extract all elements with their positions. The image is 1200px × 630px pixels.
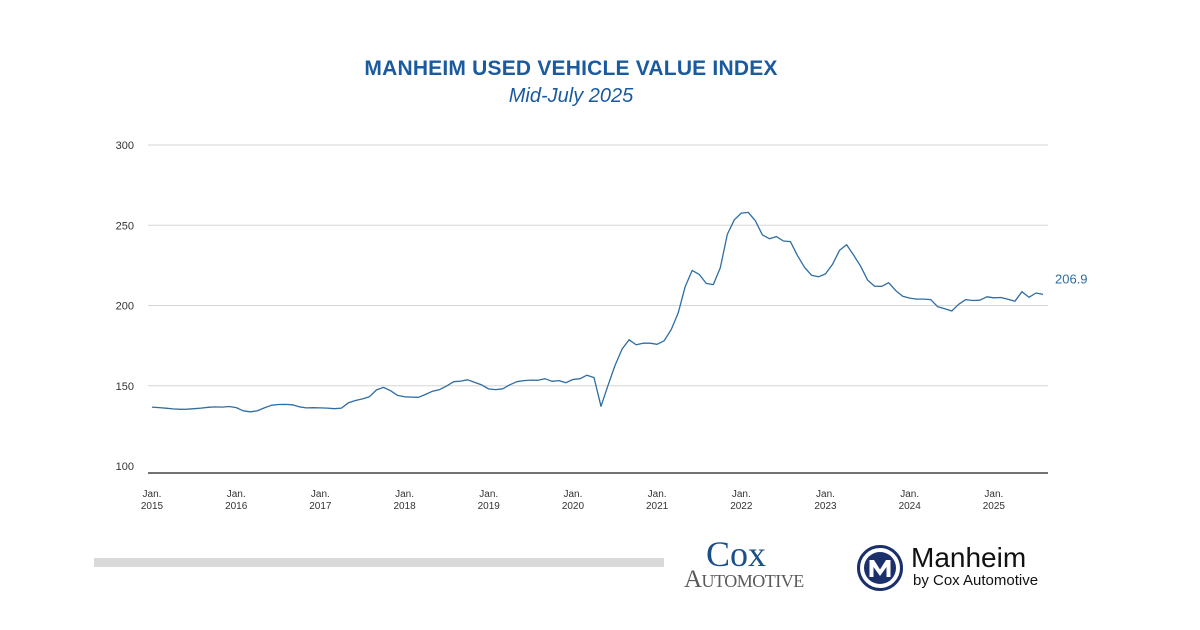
x-tick-label-month: Jan. (311, 489, 330, 500)
x-tick-label-month: Jan. (143, 489, 162, 500)
x-tick-labels: Jan.2015Jan.2016Jan.2017Jan.2018Jan.2019… (141, 489, 1006, 512)
cox-automotive-logo: Cox Automotive (684, 536, 844, 596)
x-tick-label-month: Jan. (816, 489, 835, 500)
x-tick-label-month: Jan. (227, 489, 246, 500)
x-tick-label-year: 2024 (899, 501, 922, 512)
x-tick-label-year: 2015 (141, 501, 164, 512)
x-tick-label-year: 2020 (562, 501, 585, 512)
x-tick-label-month: Jan. (900, 489, 919, 500)
x-tick-label-year: 2021 (646, 501, 669, 512)
series-line (151, 211, 1044, 413)
x-tick-label-year: 2017 (309, 501, 332, 512)
x-tick-label-year: 2025 (983, 501, 1006, 512)
x-tick-label-month: Jan. (479, 489, 498, 500)
x-tick-label-month: Jan. (563, 489, 582, 500)
x-tick-label-month: Jan. (395, 489, 414, 500)
x-tick-label-year: 2016 (225, 501, 248, 512)
x-tick-label-month: Jan. (648, 489, 667, 500)
chart-title: MANHEIM USED VEHICLE VALUE INDEX (364, 57, 778, 80)
x-tick-label-year: 2022 (730, 501, 753, 512)
manheim-wordmark: Manheim (911, 542, 1027, 573)
y-tick-label-150: 150 (116, 381, 134, 393)
footer-divider (94, 558, 664, 567)
x-tick-label-year: 2018 (393, 501, 416, 512)
y-tick-label-300: 300 (116, 140, 134, 152)
cox-logo-text: Cox (706, 534, 767, 574)
y-tick-label-250: 250 (116, 220, 134, 232)
manheim-m-icon (857, 545, 903, 591)
y-tick-label-200: 200 (116, 301, 134, 313)
end-value-label: 206.9 (1055, 271, 1088, 286)
x-tick-label-year: 2023 (814, 501, 837, 512)
series (151, 211, 1044, 413)
manheim-tagline: by Cox Automotive (913, 572, 1039, 589)
y-tick-labels: 100 150 200 250 300 (116, 140, 134, 473)
cox-logo-subtext: Automotive (684, 566, 804, 593)
gridlines (148, 144, 1048, 474)
x-tick-label-month: Jan. (732, 489, 751, 500)
manheim-logo: Manheim by Cox Automotive (857, 543, 1057, 593)
y-tick-label-100: 100 (116, 461, 134, 473)
x-tick-label-year: 2019 (478, 501, 501, 512)
data-labels: 206.9 (1055, 271, 1088, 286)
chart-subtitle: Mid-July 2025 (508, 85, 634, 107)
x-tick-label-month: Jan. (984, 489, 1003, 500)
